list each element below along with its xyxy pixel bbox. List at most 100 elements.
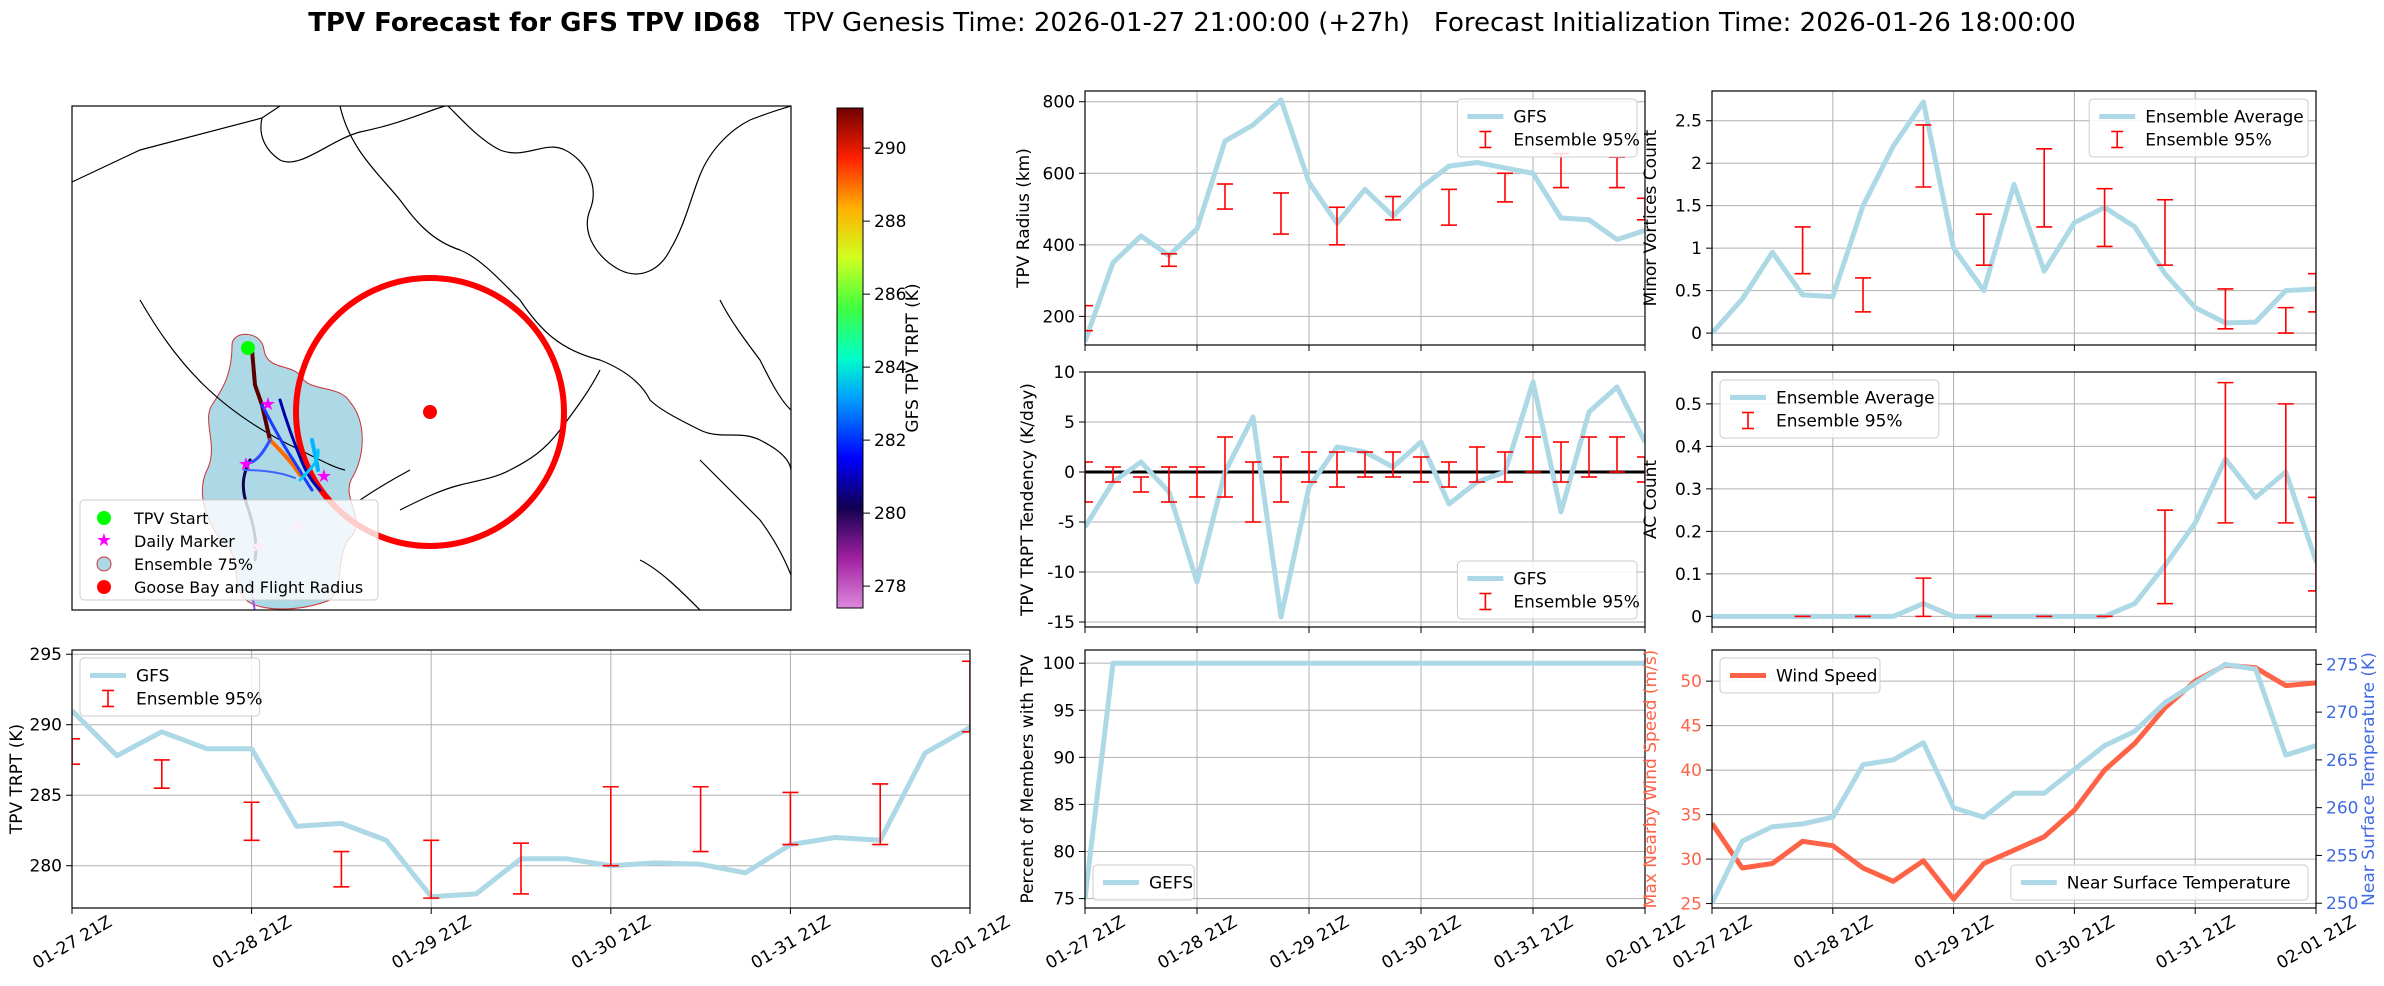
errbar [1609, 436, 1625, 473]
legend: GFS Ensemble 95% [1456, 98, 1640, 158]
legend-start-label: TPV Start [133, 509, 209, 528]
colorbar-tick-label: 282 [874, 431, 906, 451]
x-tick-label: 01-28 21Z [1790, 912, 1876, 973]
errbar [872, 783, 889, 846]
errbar [1245, 461, 1261, 523]
y-tick-label: 290 [30, 716, 62, 736]
minor-vortices-chart: 0 0.5 1 1.5 2 2.5 Minor Vortices Count Ensemble… [1641, 90, 2317, 351]
map-panel: ★ ★ ★ ★ ★ TPV Start ★ Daily Marker Ensem… [71, 105, 923, 611]
legend-errbar-icon [1742, 411, 1754, 430]
y-tick-label: -5 [1058, 513, 1075, 533]
errbar [153, 759, 170, 789]
x-tick-label: 01-29 21Z [389, 912, 475, 973]
errbar [1413, 456, 1429, 483]
series-line-ensemble-average [1712, 99, 2316, 335]
colorbar-label: GFS TPV TRPT (K) [903, 283, 923, 432]
errbar [2096, 187, 2113, 248]
errbar [782, 791, 799, 846]
axes-frame [1711, 371, 2317, 628]
y-tick-label: 0 [1064, 463, 1075, 483]
y-tick-label-right: 255 [2326, 846, 2358, 866]
errbar [1329, 206, 1345, 246]
trpt-chart: 280 285 290 295 TPV TRPT (K) 01-27 21Z 01-28 2… [7, 645, 1014, 973]
errbar [1794, 226, 1811, 275]
legend-box [2010, 864, 2309, 901]
errbar [2277, 403, 2294, 524]
ac-count-chart: 0 0.1 0.2 0.3 0.4 0.5 AC Count Ensemble Average… [1641, 371, 2317, 633]
colorbar-tick-label: 290 [874, 139, 906, 159]
errbar [1385, 195, 1401, 221]
axes-frame [1711, 90, 2317, 346]
errbar [1329, 451, 1345, 488]
map-legend: TPV Start ★ Daily Marker Ensemble 75% Go… [79, 499, 379, 601]
y-tick-label: 800 [1043, 93, 1075, 113]
y-tick-label: 100 [1043, 654, 1075, 674]
errbar [1301, 451, 1317, 483]
errbar [1385, 451, 1401, 478]
legend-label: Ensemble 95% [1776, 412, 1903, 432]
series-group [1712, 381, 2316, 619]
errbar [1915, 577, 1932, 618]
y-tick-label-right: 265 [2326, 751, 2358, 771]
goose-bay-marker [423, 405, 437, 419]
y-axis-label: TPV TRPT (K) [7, 724, 27, 835]
legend-box [1719, 379, 1940, 439]
series-line-gfs [1085, 97, 1645, 343]
errbar [962, 660, 970, 733]
legend-box [1456, 98, 1638, 158]
legend-errbar-icon [102, 689, 114, 708]
errbar [1525, 436, 1541, 473]
svg-text:★: ★ [238, 454, 254, 475]
errbar [1085, 304, 1093, 332]
y-tick-label: 280 [30, 857, 62, 877]
y-tick-label: 80 [1053, 843, 1075, 863]
y-tick-label: 285 [30, 786, 62, 806]
x-tick-label: 02-01 21Z [2273, 912, 2359, 973]
y-tick-label: 600 [1043, 164, 1075, 184]
y-tick-label: 1.5 [1675, 197, 1702, 217]
y-tick-label: 90 [1053, 748, 1075, 768]
legend: GFS Ensemble 95% [79, 657, 263, 717]
errbar [2277, 306, 2294, 334]
y-tick-label: 25 [1680, 895, 1702, 915]
errbar [1273, 456, 1289, 503]
y-tick-label: 2 [1691, 154, 1702, 174]
legend-label: Ensemble 95% [1513, 131, 1640, 151]
errbar [602, 785, 619, 867]
errbar [1553, 441, 1569, 483]
y-tick-label: 0.2 [1675, 522, 1702, 542]
wind-temp-chart: 25 30 35 40 45 50 Max Nearby Wind Speed (m/s) 2… [1641, 649, 2379, 974]
colorbar-tick-label: 288 [874, 212, 906, 232]
legend-label: Ensemble 95% [2145, 131, 2272, 151]
x-tick-label: 01-31 21Z [748, 912, 834, 973]
y-tick-label: 50 [1680, 672, 1702, 692]
errbar [1637, 456, 1645, 483]
errbar [1217, 183, 1233, 210]
legend-start-icon [97, 511, 111, 525]
axes-frame [1084, 649, 1646, 909]
errbar [1133, 476, 1149, 493]
tendency-chart: -15 -10 -5 0 5 10 TPV TRPT Tendency (K/day) GFS… [1018, 363, 1646, 633]
colorbar: GFS TPV TRPT (K) 278 280 282 284 286 288 290 [836, 107, 923, 609]
y-tick-label: 5 [1064, 413, 1075, 433]
legend-label: Ensemble 95% [1513, 593, 1640, 613]
legend: GEFS [1092, 864, 1195, 901]
legend-daily-label: Daily Marker [134, 532, 235, 551]
y-tick-label: 400 [1043, 236, 1075, 256]
errbar [2217, 381, 2234, 524]
svg-text:★: ★ [316, 466, 332, 487]
y-tick-label: 40 [1680, 761, 1702, 781]
x-tick-label: 01-27 21Z [1042, 912, 1128, 973]
series-group [72, 660, 970, 900]
y-tick-label-right: 275 [2326, 655, 2358, 675]
axes-frame [1711, 649, 2317, 909]
colorbar-tick-label: 278 [874, 577, 906, 597]
legend-label: GEFS [1149, 874, 1193, 894]
legend-goose-icon [97, 580, 111, 594]
legend-label: Near Surface Temperature [2067, 874, 2291, 894]
y-tick-label: 200 [1043, 307, 1075, 327]
y-tick-label: 0.3 [1675, 480, 1702, 500]
errbar [692, 785, 709, 853]
errbar [1553, 152, 1569, 189]
